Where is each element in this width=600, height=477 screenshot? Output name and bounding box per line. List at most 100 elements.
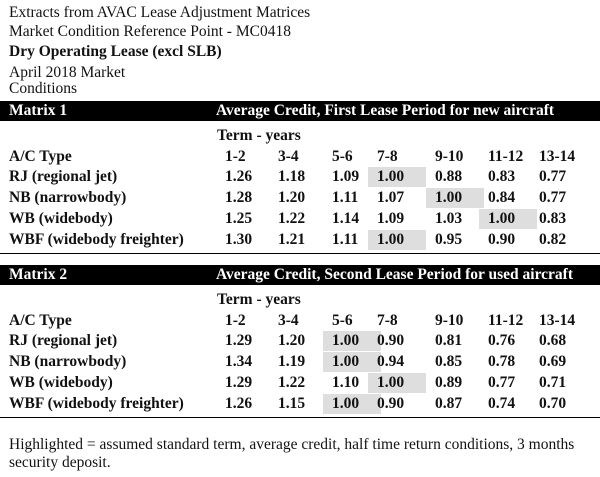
value-cell: 0.77 <box>539 168 567 185</box>
value-cell: 0.90 <box>488 231 516 248</box>
value-cell: 0.69 <box>539 353 567 370</box>
value-cell: 1.30 <box>225 231 253 248</box>
value-cell: 0.84 <box>488 189 516 206</box>
value-cell: 0.90 <box>377 332 405 349</box>
matrix-title-bar: Matrix 2 Average Credit, Second Lease Per… <box>0 265 600 285</box>
term-header: 1-2 <box>225 312 246 329</box>
term-header: 3-4 <box>278 148 299 165</box>
value-cell: 0.81 <box>435 332 463 349</box>
value-cell: 1.26 <box>225 395 253 412</box>
value-cell: 1.19 <box>278 353 306 370</box>
value-cell: 1.34 <box>225 353 253 370</box>
term-header: 9-10 <box>435 148 464 165</box>
aircraft-type: WB (widebody) <box>9 374 113 391</box>
term-header: 5-6 <box>332 148 353 165</box>
term-header: 7-8 <box>377 148 398 165</box>
table-row: RJ (regional jet) 1.29 1.20 1.00 0.90 0.81 0.7… <box>0 331 600 351</box>
term-header: 7-8 <box>377 312 398 329</box>
value-cell: 0.68 <box>539 332 567 349</box>
term-header: 1-2 <box>225 148 246 165</box>
table-row: WB (widebody) 1.29 1.22 1.10 1.00 0.89 0.77 0.7… <box>0 373 600 393</box>
value-cell: 1.28 <box>225 189 253 206</box>
matrix-description: Average Credit, First Lease Period for n… <box>216 102 555 119</box>
value-cell: 1.22 <box>278 374 306 391</box>
term-header: 3-4 <box>278 312 299 329</box>
highlighted-value-cell: 1.00 <box>323 331 381 351</box>
header-row: A/C Type 1-2 3-4 5-6 7-8 9-10 11-12 13-14 <box>0 311 600 331</box>
intro-line-1: Extracts from AVAC Lease Adjustment Matr… <box>9 4 311 21</box>
value-cell: 1.11 <box>332 231 359 248</box>
matrix-bottom-rule <box>0 253 600 254</box>
value-cell: 0.83 <box>488 168 516 185</box>
term-label: Term - years <box>217 291 301 308</box>
value-cell: 1.22 <box>278 210 306 227</box>
value-cell: 1.20 <box>278 332 306 349</box>
term-header: 13-14 <box>539 148 576 165</box>
value-cell: 0.90 <box>377 395 405 412</box>
value-cell: 0.74 <box>488 395 516 412</box>
highlighted-value-cell: 1.00 <box>426 188 484 208</box>
header-row: A/C Type 1-2 3-4 5-6 7-8 9-10 11-12 13-14 <box>0 147 600 167</box>
value-cell: 1.11 <box>332 189 359 206</box>
value-cell: 0.95 <box>435 231 463 248</box>
value-cell: 0.83 <box>539 210 567 227</box>
table-row: NB (narrowbody) 1.28 1.20 1.11 1.07 1.00 0.84 0… <box>0 188 600 208</box>
matrix-name: Matrix 1 <box>9 102 68 119</box>
table-row: NB (narrowbody) 1.34 1.19 1.00 0.94 0.85 0.78 0… <box>0 352 600 372</box>
value-cell: 0.87 <box>435 395 463 412</box>
type-header: A/C Type <box>9 148 72 165</box>
term-header: 11-12 <box>488 148 524 165</box>
value-cell: 1.09 <box>332 168 360 185</box>
aircraft-type: RJ (regional jet) <box>9 168 118 185</box>
matrix-title-bar: Matrix 1 Average Credit, First Lease Peri… <box>0 101 600 121</box>
matrix-description: Average Credit, Second Lease Period for … <box>216 266 573 283</box>
value-cell: 1.15 <box>278 395 306 412</box>
value-cell: 1.18 <box>278 168 306 185</box>
value-cell: 0.76 <box>488 332 516 349</box>
matrix-name: Matrix 2 <box>9 266 68 283</box>
market-line-1: April 2018 Market <box>9 64 126 81</box>
value-cell: 1.14 <box>332 210 360 227</box>
highlighted-value-cell: 1.00 <box>368 230 426 250</box>
intro-line-2: Market Condition Reference Point - MC041… <box>9 23 291 40</box>
type-header: A/C Type <box>9 312 72 329</box>
aircraft-type: WBF (widebody freighter) <box>9 395 184 412</box>
value-cell: 0.70 <box>539 395 567 412</box>
term-label: Term - years <box>217 127 301 144</box>
value-cell: 0.78 <box>488 353 516 370</box>
market-line-2: Conditions <box>9 80 78 97</box>
value-cell: 0.89 <box>435 374 463 391</box>
aircraft-type: WB (widebody) <box>9 210 113 227</box>
value-cell: 1.07 <box>377 189 405 206</box>
value-cell: 1.29 <box>225 332 253 349</box>
value-cell: 1.10 <box>332 374 360 391</box>
highlighted-value-cell: 1.00 <box>323 352 381 372</box>
value-cell: 0.85 <box>435 353 463 370</box>
term-header: 9-10 <box>435 312 464 329</box>
matrix-bottom-rule <box>0 417 600 418</box>
term-header: 5-6 <box>332 312 353 329</box>
table-row: WBF (widebody freighter) 1.26 1.15 1.00 0.90… <box>0 394 600 414</box>
lease-type-heading: Dry Operating Lease (excl SLB) <box>9 43 222 60</box>
value-cell: 1.20 <box>278 189 306 206</box>
value-cell: 1.09 <box>377 210 405 227</box>
value-cell: 0.77 <box>488 374 516 391</box>
value-cell: 0.71 <box>539 374 567 391</box>
highlighted-value-cell: 1.00 <box>479 209 537 229</box>
table-row: RJ (regional jet) 1.26 1.18 1.09 1.00 0.88 0.8… <box>0 167 600 187</box>
highlighted-value-cell: 1.00 <box>368 167 426 187</box>
table-row: WB (widebody) 1.25 1.22 1.14 1.09 1.03 1.00 0.8… <box>0 209 600 229</box>
aircraft-type: WBF (widebody freighter) <box>9 231 184 248</box>
aircraft-type: NB (narrowbody) <box>9 189 127 206</box>
value-cell: 1.03 <box>435 210 463 227</box>
aircraft-type: RJ (regional jet) <box>9 332 118 349</box>
highlighted-value-cell: 1.00 <box>368 373 426 393</box>
value-cell: 0.94 <box>377 353 405 370</box>
term-header: 13-14 <box>539 312 576 329</box>
value-cell: 1.29 <box>225 374 253 391</box>
footer-note: Highlighted = assumed standard term, ave… <box>9 436 575 471</box>
value-cell: 0.82 <box>539 231 567 248</box>
value-cell: 1.26 <box>225 168 253 185</box>
value-cell: 1.21 <box>278 231 306 248</box>
term-header: 11-12 <box>488 312 524 329</box>
